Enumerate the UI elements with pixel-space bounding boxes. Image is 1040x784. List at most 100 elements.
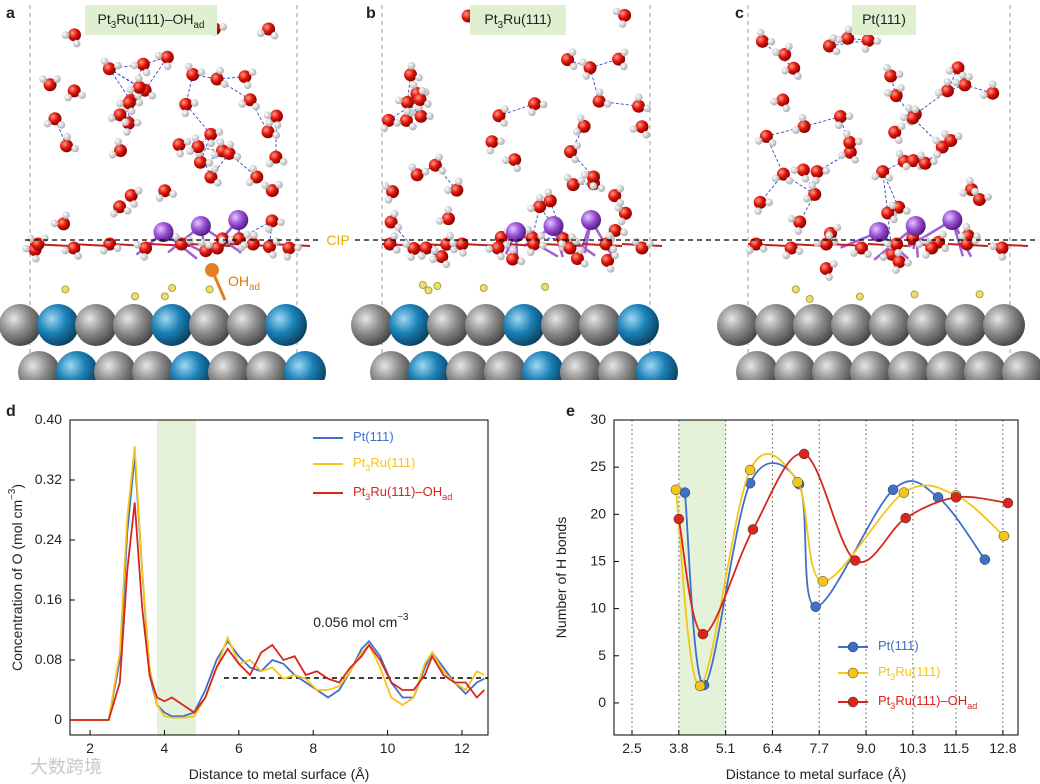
o-atom (269, 150, 283, 164)
x-tick-label: 7.7 (810, 740, 830, 756)
x-tick-label: 10.3 (899, 740, 926, 756)
h-atom (381, 182, 390, 190)
o-atom (906, 154, 920, 168)
o-atom (124, 189, 138, 203)
metal-atom (75, 304, 117, 346)
h-atom (618, 20, 627, 28)
ion (855, 292, 864, 301)
h-atom (785, 42, 793, 51)
data-point (694, 680, 706, 692)
o-atom (250, 170, 264, 184)
h-atom (22, 244, 30, 253)
h-atom (197, 238, 206, 247)
data-point (744, 464, 756, 476)
h-atom (184, 62, 193, 71)
ohad-label: OHad (228, 273, 260, 293)
x-tick-label: 12.8 (989, 740, 1016, 756)
h-atom (135, 74, 143, 83)
metal-atom (755, 304, 797, 346)
h-atom (39, 75, 47, 84)
panel-letter: e (566, 403, 575, 420)
h-atom (270, 31, 279, 40)
o-atom (822, 39, 836, 53)
metal-atom (94, 351, 136, 380)
h-atom (446, 232, 454, 240)
ru-atom (905, 216, 926, 236)
h-atom (580, 260, 589, 268)
h-atom (577, 246, 585, 255)
h-atom (952, 78, 960, 87)
o-atom (265, 184, 279, 198)
h-atom (643, 104, 652, 113)
h-atom (123, 128, 131, 136)
ion (433, 281, 442, 290)
data-curve (677, 452, 1009, 635)
legend-label: Pt(111) (878, 638, 919, 653)
o-atom (404, 68, 418, 82)
o-atom (139, 241, 153, 255)
metal-atom (389, 304, 431, 346)
h-atom (971, 187, 979, 196)
h-atom (62, 211, 70, 220)
h-atom (50, 219, 59, 228)
o-atom (262, 240, 276, 254)
oh-atom (205, 263, 219, 277)
watermark: 大数跨境 (30, 757, 102, 777)
h-atom (830, 260, 838, 268)
h-atom (43, 119, 52, 128)
data-point (979, 554, 991, 565)
o-atom (601, 253, 615, 267)
legend-dot (847, 667, 859, 679)
h-atom (279, 157, 288, 166)
data-point (670, 484, 682, 496)
h-atom (573, 141, 581, 150)
h-atom (72, 39, 81, 48)
ru-atom (543, 216, 564, 236)
o-atom (819, 237, 833, 251)
h-atom (53, 75, 61, 83)
h-atom (501, 156, 510, 164)
h-atom (134, 186, 143, 195)
metal-atom (831, 304, 873, 346)
h-atom (384, 195, 393, 204)
h-atom (792, 126, 800, 134)
h-atom (767, 37, 776, 46)
o-atom (787, 61, 801, 75)
legend-label: Pt3Ru(111)–OHad (353, 484, 452, 502)
o-atom (57, 217, 71, 231)
h-atom (380, 124, 389, 133)
h-atom (140, 253, 149, 261)
ion (205, 285, 214, 294)
o-atom (892, 255, 906, 269)
h-atom (273, 121, 282, 129)
x-tick-label: 5.1 (716, 740, 736, 756)
o-atom (492, 109, 506, 123)
metal-atom (983, 304, 1025, 346)
h-atom (191, 134, 200, 142)
h-atom (885, 174, 893, 182)
metal-atom (541, 304, 583, 346)
o-atom (527, 237, 541, 251)
h-atom (825, 231, 833, 240)
h-atom (984, 193, 992, 201)
metal-atom (408, 351, 450, 380)
o-atom (428, 158, 442, 172)
ion (975, 290, 984, 299)
o-atom (819, 262, 833, 276)
h-atom (609, 245, 618, 253)
data-point (810, 601, 821, 612)
o-atom (884, 69, 898, 83)
o-atom (888, 125, 902, 139)
h-atom (172, 233, 180, 241)
h-atom (754, 207, 762, 215)
h-atom (263, 111, 272, 120)
h-atom (216, 138, 225, 146)
h-atom (838, 151, 846, 160)
o-atom (174, 237, 188, 251)
o-atom (122, 96, 136, 110)
legend-label: Pt3Ru(111)–OHad (878, 693, 977, 711)
h-atom (63, 133, 72, 141)
o-atom (566, 178, 580, 192)
metal-atom (617, 304, 659, 346)
